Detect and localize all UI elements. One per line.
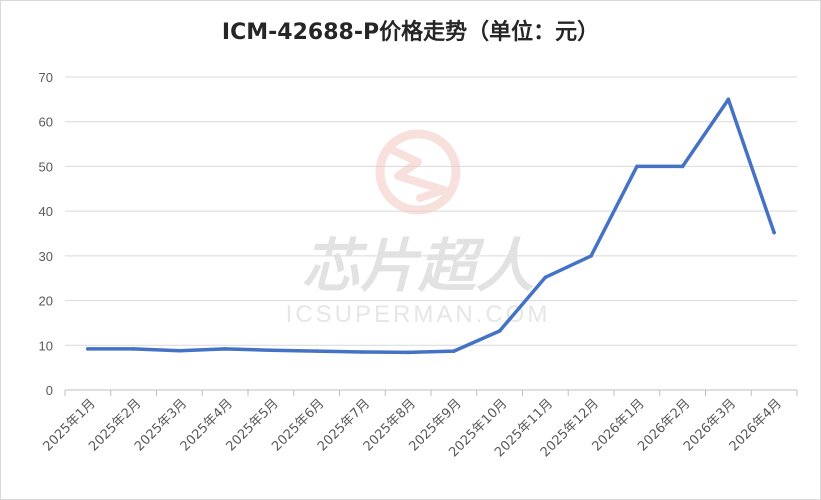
ic-superman-logo	[375, 129, 461, 215]
data-point	[635, 164, 639, 169]
data-point	[360, 350, 365, 354]
y-tick-label: 50	[39, 159, 53, 174]
data-point	[680, 164, 685, 169]
data-point	[589, 254, 593, 258]
price-line	[86, 97, 776, 355]
y-axis-ticks: 0 10 20 30 40 50 60 70	[39, 70, 53, 398]
data-point	[269, 348, 273, 353]
x-axis-ticks: 2025年1月2025年2月2025年3月2025年4月2025年5月2025年…	[40, 396, 784, 460]
series-line	[86, 97, 776, 355]
data-point	[131, 347, 136, 351]
y-tick-label: 10	[39, 338, 53, 353]
data-point	[726, 97, 731, 102]
data-point	[406, 350, 410, 355]
data-point	[772, 230, 776, 235]
y-tick-label: 0	[46, 383, 53, 398]
data-point	[223, 347, 227, 351]
y-tick-label: 40	[39, 204, 53, 219]
y-tick-label: 70	[39, 70, 53, 85]
x-axis	[64, 389, 798, 396]
data-point	[177, 348, 182, 353]
data-point	[497, 329, 502, 333]
y-tick-label: 60	[39, 115, 53, 130]
data-point	[86, 347, 90, 351]
watermark-subtext: ICSUPERMAN.COM	[286, 301, 551, 328]
gridlines	[65, 76, 797, 346]
data-point	[543, 275, 548, 280]
y-tick-label: 30	[39, 249, 53, 264]
watermark: 芯片超人 ICSUPERMAN.COM	[286, 129, 551, 328]
data-point	[314, 349, 319, 353]
watermark-text: 芯片超人	[302, 232, 534, 300]
y-tick-label: 20	[39, 294, 53, 309]
chart-title: ICM-42688-P价格走势（单位：元）	[221, 20, 600, 45]
data-point	[452, 349, 456, 353]
